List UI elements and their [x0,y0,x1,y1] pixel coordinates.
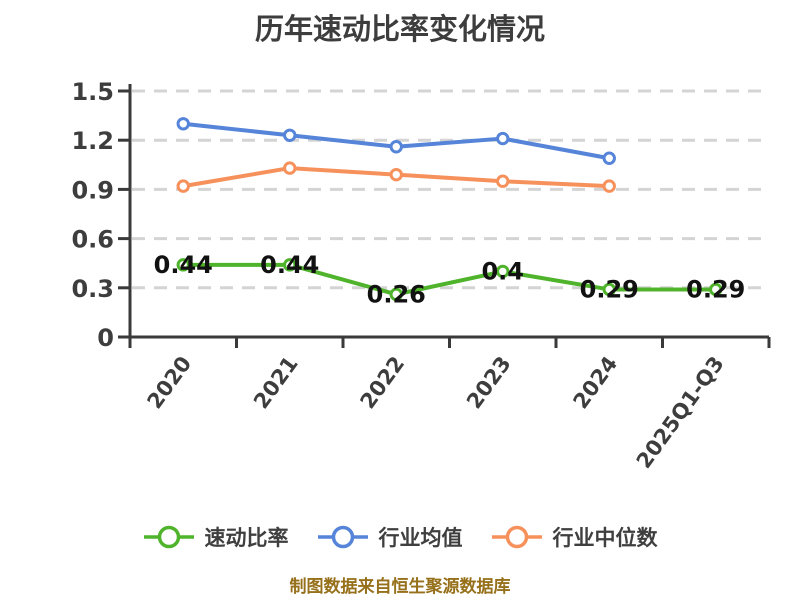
value-label-quick-ratio: 0.26 [367,280,426,308]
line-chart: 0 0.3 0.6 0.9 1.2 1.5 2020 2021 2022 2023 2024 2025… [71,78,771,473]
data-point-quick-ratio [176,258,190,272]
y-tick-label: 1.5 [71,78,114,106]
value-label-quick-ratio: 0.44 [154,251,213,279]
data-point-quick-ratio [709,282,723,297]
x-tick-label: 2020 [143,352,197,413]
data-point-industry-median [496,174,510,188]
data-source-caption: 制图数据来自恒生聚源数据库 [289,577,511,597]
data-point-quick-ratio [602,282,616,297]
x-tick-label: 2024 [569,352,623,413]
legend-label-industry-average: 行业均值 [378,526,463,550]
data-point-industry-average [283,128,297,142]
data-point-industry-average [496,131,510,146]
y-tick-label: 0 [97,324,114,352]
data-point-industry-median [283,161,297,175]
x-tick-label: 2025Q1-Q3 [632,352,729,473]
y-tick-label: 0.9 [71,176,114,204]
legend-label-industry-median: 行业中位数 [552,526,658,550]
chart-title: 历年速动比率变化情况 [254,12,545,46]
data-point-quick-ratio [389,287,403,302]
data-point-industry-median [176,179,190,193]
y-tick-label: 0.3 [71,275,114,303]
x-tick-label: 2022 [356,352,410,413]
y-tick-label: 0.6 [71,226,114,254]
data-point-industry-average [389,140,403,154]
series-line-quick-ratio [181,262,718,297]
y-tick-label: 1.2 [71,127,114,155]
data-point-industry-median [389,167,403,182]
value-label-quick-ratio: 0.4 [481,257,524,285]
data-point-quick-ratio [496,264,510,279]
x-tick-label: 2021 [249,352,303,413]
legend-item-industry-median: 行业中位数 [491,522,658,552]
value-label-quick-ratio: 0.44 [260,251,319,279]
x-tick-label: 2023 [462,352,516,413]
value-label-quick-ratio: 0.29 [580,275,639,303]
chart-legend: 速动比率 行业均值 行业中位数 [0,522,800,552]
data-point-quick-ratio [283,258,297,272]
legend-label-quick-ratio: 速动比率 [204,526,289,550]
legend-marker-industry-average [317,525,368,549]
data-point-industry-average [176,117,190,131]
data-point-industry-average [602,151,616,165]
value-label-quick-ratio: 0.29 [686,275,745,303]
legend-marker-quick-ratio [143,525,194,549]
legend-item-quick-ratio: 速动比率 [143,522,289,552]
legend-marker-industry-median [491,525,542,549]
legend-item-industry-average: 行业均值 [317,522,463,552]
data-point-industry-median [602,179,616,193]
